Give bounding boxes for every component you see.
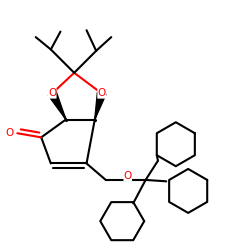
- Text: O: O: [124, 171, 132, 181]
- Text: O: O: [98, 88, 106, 99]
- Text: O: O: [48, 88, 56, 99]
- Text: O: O: [5, 128, 13, 138]
- Polygon shape: [95, 92, 106, 120]
- Polygon shape: [48, 91, 66, 120]
